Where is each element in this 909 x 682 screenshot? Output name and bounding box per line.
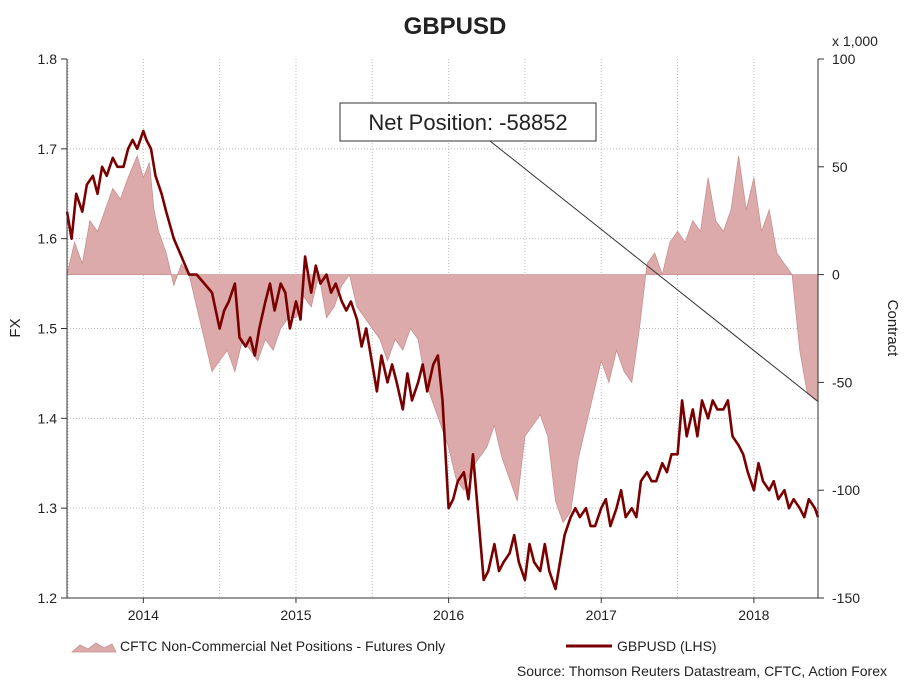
x-tick-label: 2018 bbox=[738, 607, 769, 623]
right-tick-label: 0 bbox=[832, 267, 840, 283]
source-note: Source: Thomson Reuters Datastream, CFTC… bbox=[517, 663, 887, 679]
gbpusd-line-layer bbox=[65, 129, 820, 591]
axes bbox=[61, 58, 824, 603]
legend-label-gbpusd: GBPUSD (LHS) bbox=[617, 638, 717, 654]
x-tick-label: 2015 bbox=[280, 607, 311, 623]
left-tick-label: 1.8 bbox=[38, 51, 58, 67]
gbpusd-line bbox=[65, 129, 820, 591]
annotation-box bbox=[339, 102, 597, 142]
left-axis-label: FX bbox=[7, 318, 24, 337]
annotation: Net Position: -58852 bbox=[339, 102, 819, 402]
left-tick-label: 1.2 bbox=[38, 590, 58, 606]
x-tick-label: 2014 bbox=[128, 607, 159, 623]
left-tick-label: 1.7 bbox=[38, 141, 58, 157]
legend: CFTC Non-Commercial Net Positions - Futu… bbox=[70, 638, 717, 654]
left-tick-label: 1.3 bbox=[38, 500, 58, 516]
annotation-leader-line bbox=[489, 140, 819, 402]
right-tick-label: 50 bbox=[832, 159, 848, 175]
x-tick-label: 2016 bbox=[433, 607, 464, 623]
right-tick-label: 100 bbox=[832, 51, 856, 67]
right-tick-label: -150 bbox=[832, 590, 860, 606]
right-tick-label: -100 bbox=[832, 482, 860, 498]
left-tick-label: 1.5 bbox=[38, 321, 58, 337]
legend-label-net-position: CFTC Non-Commercial Net Positions - Futu… bbox=[120, 638, 445, 654]
left-tick-label: 1.6 bbox=[38, 231, 58, 247]
right-axis-label: Contract bbox=[884, 300, 901, 358]
legend-area-swatch bbox=[70, 642, 117, 653]
x-tick-label: 2017 bbox=[586, 607, 617, 623]
right-axis-multiplier: x 1,000 bbox=[832, 33, 878, 49]
tick-labels: 1.8 1.7 1.6 1.5 1.4 1.3 1.2 100 50 0 -50 -100 -150 20… bbox=[38, 51, 861, 623]
legend-swatch-net-position bbox=[70, 642, 117, 653]
chart-title: GBPUSD bbox=[404, 13, 507, 40]
right-tick-label: -50 bbox=[832, 374, 852, 390]
annotation-text: Net Position: -58852 bbox=[368, 110, 567, 135]
left-tick-label: 1.4 bbox=[38, 410, 58, 426]
